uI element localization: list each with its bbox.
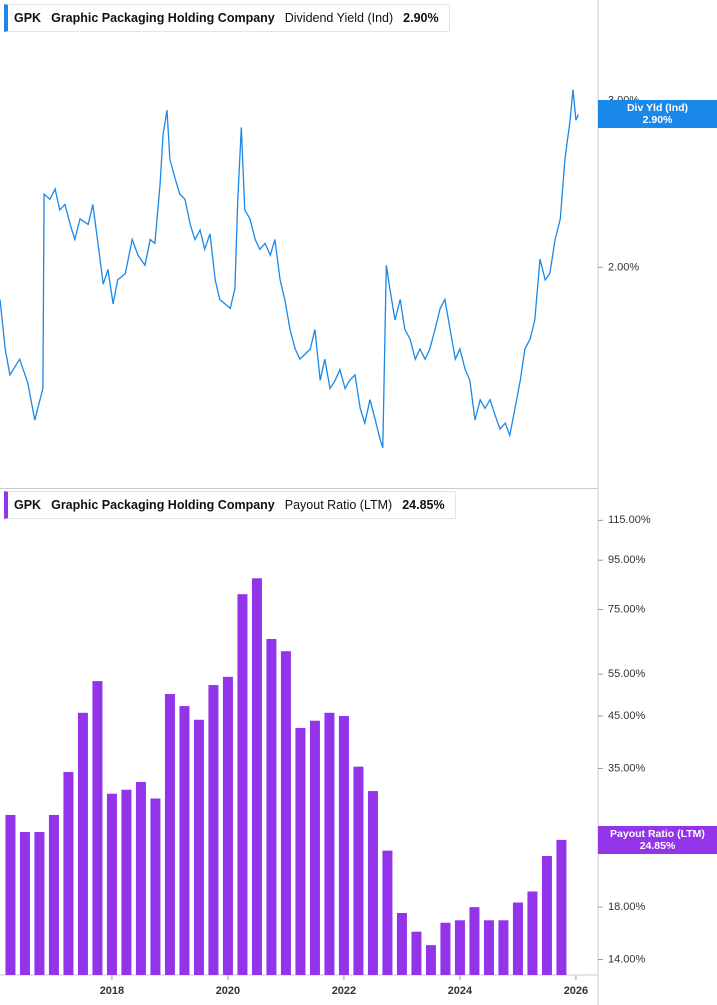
bar <box>498 920 509 975</box>
last-value: 2.90% <box>403 11 439 25</box>
bar <box>396 913 407 975</box>
x-tick-label: 2022 <box>332 985 356 997</box>
x-tick-label: 2018 <box>100 985 124 997</box>
ticker: GPK <box>14 11 42 25</box>
bar <box>208 685 219 975</box>
bar <box>266 639 277 975</box>
bar <box>309 720 320 975</box>
bar <box>280 651 291 975</box>
x-tick-label: 2020 <box>216 985 240 997</box>
bar <box>527 891 538 975</box>
bar <box>338 716 349 975</box>
bar <box>106 793 117 975</box>
bar <box>425 945 436 975</box>
bar <box>454 920 465 975</box>
y-tick-label: 115.00% <box>608 514 651 526</box>
line <box>0 89 579 448</box>
y-tick-label: 18.00% <box>608 901 646 913</box>
ticker: GPK <box>14 498 42 512</box>
bar <box>483 920 494 975</box>
y-tick-label: 55.00% <box>608 668 646 680</box>
bar <box>63 772 74 975</box>
last-value-tag: Payout Ratio (LTM) 24.85% <box>598 825 717 854</box>
bar <box>193 719 204 975</box>
y-tick-label: 2.00% <box>608 261 639 273</box>
series-name: Dividend Yield (Ind) <box>284 11 394 25</box>
bar <box>19 832 30 975</box>
bar <box>77 712 88 975</box>
bar <box>512 902 523 975</box>
bar <box>34 832 45 975</box>
y-tick-label: 75.00% <box>608 603 646 615</box>
tag-text: Payout Ratio (LTM) <box>610 827 705 840</box>
last-value: 24.85% <box>402 498 445 512</box>
bar <box>222 676 233 975</box>
bar <box>411 931 422 975</box>
bar <box>92 681 103 975</box>
last-value-tag: Div Yld (Ind) 2.90% <box>598 100 717 129</box>
bar <box>556 839 567 975</box>
bar <box>48 814 59 975</box>
bar <box>135 781 146 975</box>
bar <box>251 578 262 975</box>
y-tick-label: 14.00% <box>608 953 646 965</box>
company: Graphic Packaging Holding Company <box>51 11 275 25</box>
bar <box>440 922 451 975</box>
bar <box>150 798 161 975</box>
tag-text: 2.90% <box>642 114 673 127</box>
bar <box>367 791 378 975</box>
y-tick-label: 35.00% <box>608 762 646 774</box>
bar <box>382 850 393 975</box>
y-tick-label: 45.00% <box>608 710 646 722</box>
tag-text: 24.85% <box>639 839 676 852</box>
bar <box>5 814 16 975</box>
bar <box>237 594 248 975</box>
bar <box>324 712 335 975</box>
bar <box>541 856 552 975</box>
bar <box>353 766 364 975</box>
x-tick-label: 2024 <box>448 985 473 997</box>
header: GPK Graphic Packaging Holding Company Di… <box>4 4 450 32</box>
header: GPK Graphic Packaging Holding Company Pa… <box>4 491 456 519</box>
bar <box>469 907 480 975</box>
y-tick-label: 95.00% <box>608 554 646 566</box>
tag-text: Div Yld (Ind) <box>626 102 689 115</box>
bar <box>179 706 190 975</box>
bar <box>121 789 132 975</box>
company: Graphic Packaging Holding Company <box>51 498 275 512</box>
series-name: Payout Ratio (LTM) <box>284 498 393 512</box>
bar <box>164 694 175 975</box>
x-tick-label: 2026 <box>564 985 588 997</box>
bar <box>295 727 306 975</box>
